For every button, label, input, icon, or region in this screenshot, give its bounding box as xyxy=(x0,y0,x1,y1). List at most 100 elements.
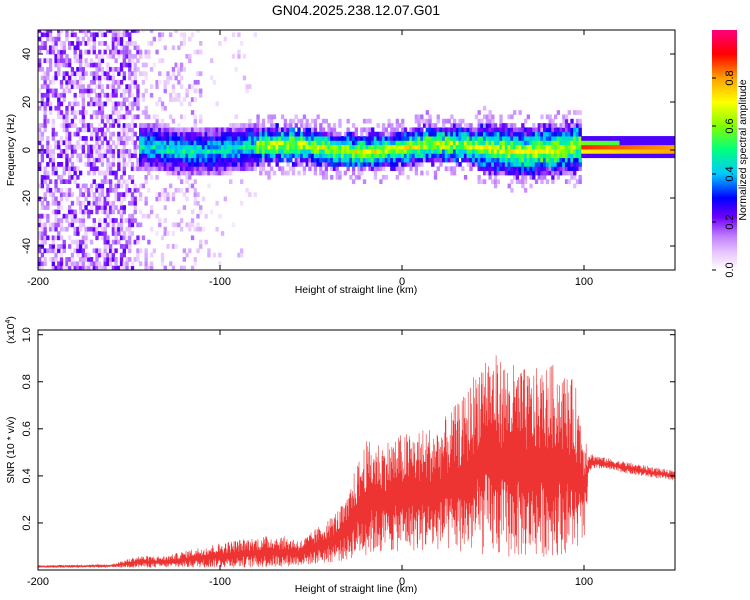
spectrogram-cell xyxy=(578,166,582,172)
spectrogram-cell xyxy=(212,252,217,258)
spectrogram-cell xyxy=(526,136,530,141)
spectrogram-cell xyxy=(103,114,107,120)
spectrogram-cell xyxy=(305,127,309,133)
spectrogram-cell xyxy=(589,140,593,146)
spectrogram-cell xyxy=(65,166,69,172)
spectrogram-cell xyxy=(332,144,337,150)
spectrogram-cell xyxy=(125,226,129,232)
spectrogram-cell xyxy=(149,157,154,163)
spectrogram-cell xyxy=(106,114,110,120)
spectrogram-cell xyxy=(78,92,83,98)
spectrogram-cell xyxy=(84,265,88,270)
spectrogram-cell xyxy=(51,265,55,270)
spectrogram-cell xyxy=(365,127,369,133)
spectrogram-cell xyxy=(117,54,121,59)
spectrogram-cell xyxy=(354,136,359,141)
spectrogram-cell xyxy=(218,41,222,46)
spectrogram-cell xyxy=(201,166,206,172)
spectrogram-cell xyxy=(43,32,47,38)
spectrogram-cell xyxy=(114,101,118,107)
spectrogram-cell xyxy=(57,58,61,64)
spectrogram-cell xyxy=(119,101,124,107)
spectrogram-y-axis-label: Frequency (Hz) xyxy=(5,114,17,186)
spectrogram-cell xyxy=(663,144,667,150)
spectrogram-cell xyxy=(204,153,208,159)
spectrogram-cell xyxy=(54,170,58,176)
spectrogram-cell xyxy=(141,30,146,33)
spectrogram-cell xyxy=(532,136,536,141)
spectrogram-cell xyxy=(76,244,80,249)
spectrogram-cell xyxy=(103,49,107,55)
spectrogram-cell xyxy=(570,140,574,146)
spectrogram-cell xyxy=(57,231,61,236)
spectrogram-cell xyxy=(68,45,72,51)
spectrogram-cell xyxy=(630,140,634,146)
spectrogram-cell xyxy=(357,166,361,172)
spectrogram-cell xyxy=(155,231,159,236)
spectrogram-cell xyxy=(319,140,323,146)
spectrogram-cell xyxy=(316,136,320,141)
spectrogram-cell xyxy=(89,149,94,154)
spectrogram-cell xyxy=(635,136,640,141)
spectrogram-cell xyxy=(111,209,116,215)
spectrogram-cell xyxy=(365,157,369,163)
spectrogram-cell xyxy=(70,209,75,215)
spectrogram-cell xyxy=(556,149,561,154)
spectrogram-cell xyxy=(349,131,353,137)
spectrogram-cell xyxy=(87,41,91,46)
spectrogram-cell xyxy=(68,235,72,241)
spectrogram-cell xyxy=(103,170,107,176)
spectrogram-cell xyxy=(603,140,607,146)
spectrogram-cell xyxy=(472,149,476,154)
spectrogram-cell xyxy=(578,157,582,163)
spectrogram-cell xyxy=(70,101,75,107)
spectrogram-cell xyxy=(59,30,64,33)
spectrogram-cell xyxy=(327,127,331,133)
spectrogram-cell xyxy=(179,166,184,172)
spectrogram-cell xyxy=(278,144,282,150)
spectrogram-cell xyxy=(321,170,326,176)
spectrogram-cell xyxy=(256,144,260,150)
spectrogram-cell xyxy=(330,127,334,133)
spectrogram-cell xyxy=(84,162,88,167)
spectrogram-cell xyxy=(510,144,514,150)
spectrogram-cell xyxy=(302,149,307,154)
spectrogram-cell xyxy=(384,162,389,167)
spectrogram-cell xyxy=(179,84,184,89)
spectrogram-cell xyxy=(177,136,181,141)
spectrogram-cell xyxy=(106,140,110,146)
spectrogram-cell xyxy=(152,127,156,133)
spectrogram-cell xyxy=(384,149,389,154)
spectrogram-cell xyxy=(362,166,367,172)
spectrogram-cell xyxy=(51,170,55,176)
spectrogram-cell xyxy=(92,196,96,202)
spectrogram-cell xyxy=(147,157,151,163)
spectrogram-cell xyxy=(387,123,391,128)
spectrogram-cell xyxy=(351,170,356,176)
spectrogram-cell xyxy=(119,105,124,111)
spectrogram-cell xyxy=(313,131,318,137)
spectrogram-cell xyxy=(185,162,189,167)
spectrogram-cell xyxy=(100,162,105,167)
spectrogram-cell xyxy=(444,157,449,163)
spectrogram-cell xyxy=(70,149,75,154)
spectrogram-cell xyxy=(291,118,296,124)
spectrogram-cell xyxy=(474,127,479,133)
spectrogram-cell xyxy=(346,166,350,172)
spectrogram-cell xyxy=(420,136,424,141)
spectrogram-cell xyxy=(95,153,99,159)
spectrogram-cell xyxy=(341,136,345,141)
spectrogram-cell xyxy=(305,118,309,124)
spectrogram-cell xyxy=(469,162,473,167)
spectrogram-cell xyxy=(608,149,612,154)
spectrogram-cell xyxy=(182,153,187,159)
spectrogram-cell xyxy=(65,110,69,115)
spectrogram-cell xyxy=(447,144,451,150)
spectrogram-cell xyxy=(305,140,309,146)
spectrogram-cell xyxy=(81,66,86,72)
spectrogram-cell xyxy=(171,140,176,146)
spectrogram-cell xyxy=(452,131,457,137)
spectrogram-cell xyxy=(185,127,189,133)
spectrogram-cell xyxy=(73,79,77,85)
spectrogram-cell xyxy=(346,131,350,137)
